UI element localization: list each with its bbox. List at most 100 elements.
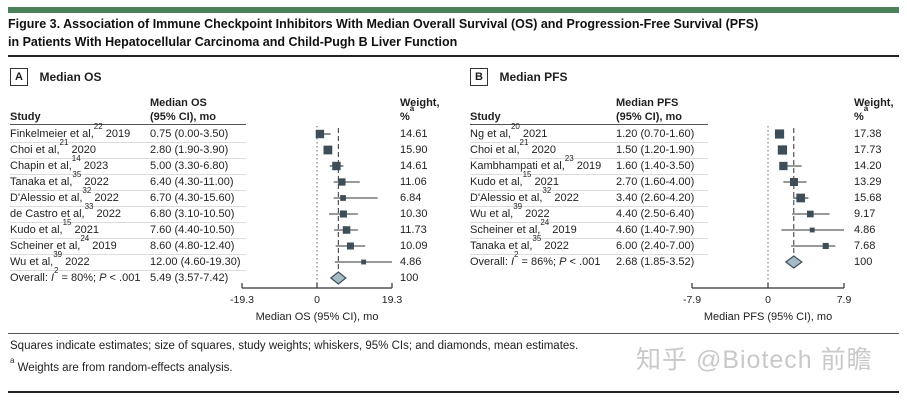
study-label: Finkelmeier et al,22 2019: [10, 121, 131, 140]
forest-plot-pfs: -7.9 0 7.9 Median PFS (95% CI), mo: [683, 126, 852, 323]
estimate-square: [796, 193, 806, 203]
estimate-square: [774, 129, 785, 139]
accent-bar: [8, 7, 899, 13]
axis-tick-label: 0: [765, 294, 771, 306]
study-label: Wu et al,39 2022: [10, 249, 90, 268]
footnote-weights: a Weights are from random-effects analys…: [10, 355, 233, 374]
study-label: Choi et al,21 2020: [470, 137, 556, 156]
overall-diamond: [329, 271, 347, 285]
row-separator: [10, 174, 246, 175]
footnote-divider: [8, 333, 899, 334]
estimate-ci-value: 6.40 (4.30-11.00): [150, 176, 234, 188]
estimate-ci-value: 2.68 (1.85-3.52): [616, 256, 695, 268]
weight-value: 11.73: [400, 224, 427, 236]
column-header-estimate: Median PFS (95% CI), mo: [616, 97, 683, 123]
estimate-ci-value: 6.00 (2.40-7.00): [616, 240, 695, 252]
estimate-ci-value: 3.40 (2.60-4.20): [616, 192, 695, 204]
axis-tick-label: 0: [314, 294, 320, 306]
axis-tick-label: -19.3: [230, 294, 254, 306]
weight-value: 6.84: [400, 192, 422, 204]
estimate-square: [339, 210, 347, 218]
weight-value: 7.68: [854, 240, 876, 252]
row-separator: [10, 158, 246, 159]
estimate-ci-value: 6.80 (3.10-10.50): [150, 208, 235, 220]
axis-tick-label: 7.9: [837, 294, 852, 306]
column-header-weight: Weight, %a: [400, 97, 440, 123]
row-separator: [470, 254, 708, 255]
weight-value: 15.90: [400, 144, 428, 156]
study-label: Scheiner et al,24 2019: [470, 217, 577, 236]
weight-value: 10.09: [400, 240, 428, 252]
weight-value: 17.73: [854, 144, 882, 156]
row-separator: [470, 190, 708, 191]
estimate-ci-value: 1.60 (1.40-3.50): [616, 160, 695, 172]
weight-value: 14.61: [400, 128, 428, 140]
estimate-ci-value: 6.70 (4.30-15.60): [150, 192, 235, 204]
estimate-ci-value: 2.80 (1.90-3.90): [150, 144, 229, 156]
estimate-square: [777, 145, 788, 155]
column-header-study: Study: [470, 111, 501, 123]
row-separator: [10, 254, 246, 255]
row-separator: [470, 142, 708, 143]
study-label: Kambhampati et al,23 2019: [470, 153, 602, 172]
weight-value: 15.68: [854, 192, 882, 204]
weight-value: 9.17: [854, 208, 876, 220]
row-separator: [10, 222, 246, 223]
weight-value: 17.38: [854, 128, 882, 140]
panel-a-header: A Median OS: [10, 68, 101, 86]
study-label: Scheiner et al,24 2019: [10, 233, 117, 252]
study-label: Tanaka et al,35 2022: [10, 169, 109, 188]
estimate-square: [323, 145, 333, 155]
study-label: Wu et al,39 2022: [470, 201, 550, 220]
weight-value: 100: [854, 256, 873, 268]
study-label: Ng et al,20 2021: [470, 121, 548, 140]
panel-letter-badge: A: [10, 68, 28, 86]
estimate-square: [346, 242, 354, 250]
estimate-ci-value: 5.00 (3.30-6.80): [150, 160, 229, 172]
study-label: D'Alessio et al,32 2022: [470, 185, 579, 204]
overall-diamond: [784, 255, 803, 269]
estimate-square: [789, 177, 798, 187]
estimate-square: [338, 178, 346, 186]
weight-value: 100: [400, 272, 419, 284]
axis-label: Median PFS (95% CI), mo: [704, 311, 832, 323]
figure-title: Figure 3. Association of Immune Checkpoi…: [8, 15, 758, 51]
column-header-study: Study: [10, 111, 41, 123]
row-separator: [470, 174, 708, 175]
row-separator: [10, 238, 246, 239]
weight-value: 4.86: [400, 256, 422, 268]
header-rule: [470, 124, 708, 125]
study-label: Chapin et al,14 2023: [10, 153, 109, 172]
estimate-ci-value: 5.49 (3.57-7.42): [150, 272, 229, 284]
row-separator: [10, 270, 246, 271]
panel-median-os: A Median OS Study Median OS (95% CI), mo…: [10, 68, 452, 330]
weight-value: 4.86: [854, 224, 876, 236]
axis-tick-label: 19.3: [382, 294, 403, 306]
figure-title-line2: in Patients With Hepatocellular Carcinom…: [8, 35, 458, 49]
estimate-square: [315, 129, 325, 139]
estimate-square: [361, 259, 367, 265]
row-separator: [10, 142, 246, 143]
column-header-estimate: Median OS (95% CI), mo: [150, 97, 217, 123]
study-label: Overall: I2 = 80%; P < .001: [10, 265, 141, 284]
title-divider: [8, 55, 899, 57]
weight-value: 13.29: [854, 176, 882, 188]
estimate-ci-value: 12.00 (4.60-19.30): [150, 256, 241, 268]
footnote-legend: Squares indicate estimates; size of squa…: [10, 340, 579, 352]
weight-value: 10.30: [400, 208, 428, 220]
estimate-square: [806, 210, 814, 218]
panel-title: Median OS: [39, 70, 102, 84]
estimate-square: [340, 195, 346, 201]
estimate-ci-value: 1.20 (0.70-1.60): [616, 128, 695, 140]
study-label: de Castro et al,33 2022: [10, 201, 122, 220]
study-label: Kudo et al,15 2021: [470, 169, 560, 188]
estimate-square: [332, 161, 341, 171]
axis-label: Median OS (95% CI), mo: [256, 311, 379, 323]
study-label: Tanaka et al,35 2022: [470, 233, 569, 252]
row-separator: [470, 222, 708, 223]
estimate-ci-value: 4.40 (2.50-6.40): [616, 208, 695, 220]
panel-median-pfs: B Median PFS Study Median PFS (95% CI), …: [470, 68, 902, 330]
estimate-square: [822, 242, 829, 250]
